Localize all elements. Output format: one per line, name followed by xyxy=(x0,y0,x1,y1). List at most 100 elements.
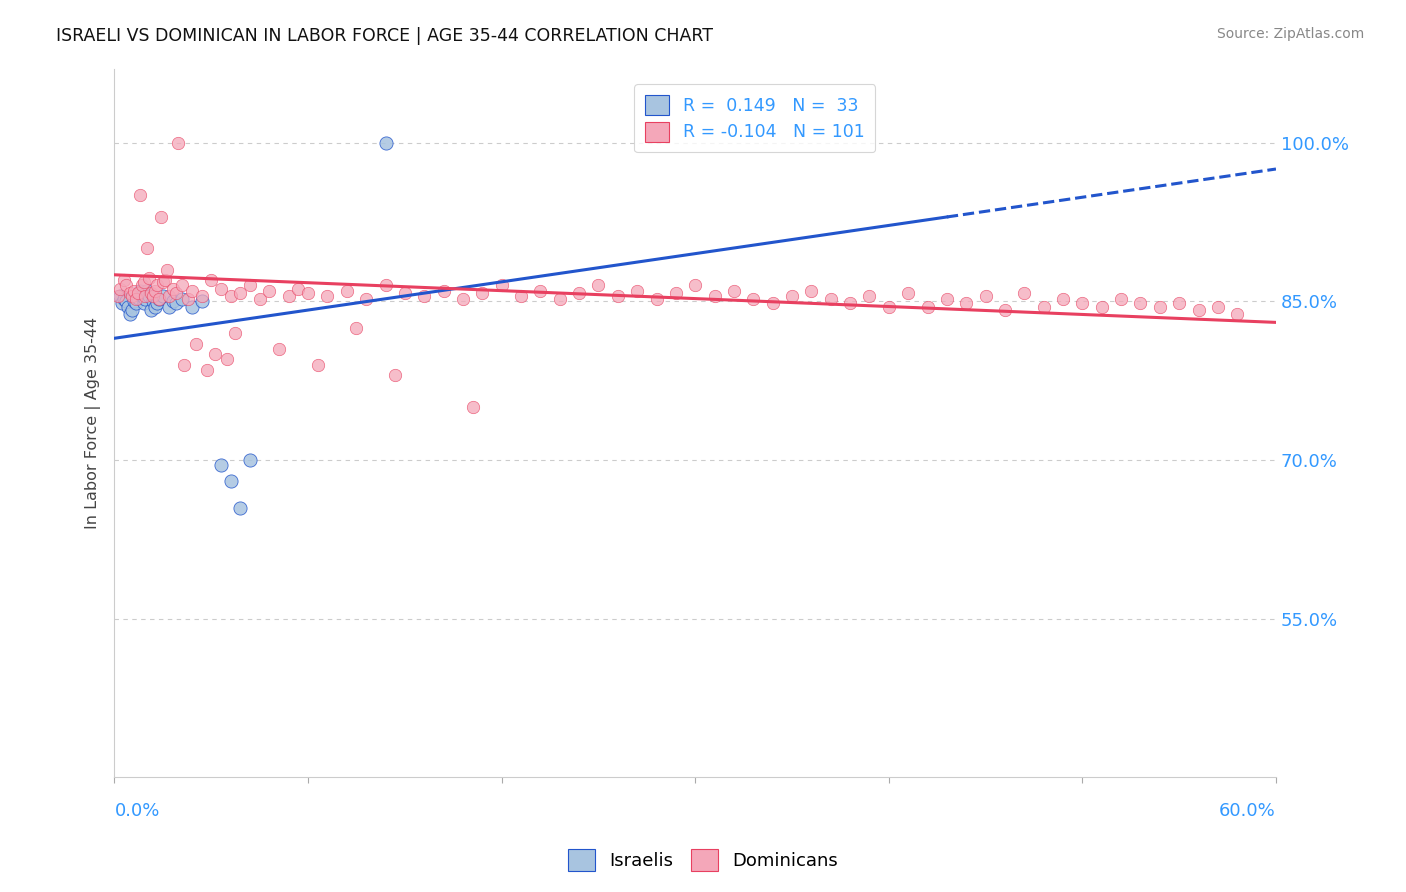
Point xyxy=(181,284,204,298)
Point xyxy=(471,285,494,300)
Point xyxy=(209,281,232,295)
Point xyxy=(190,294,212,309)
Point xyxy=(384,368,406,383)
Point xyxy=(249,292,271,306)
Point xyxy=(762,296,785,310)
Point xyxy=(307,358,329,372)
Point xyxy=(127,291,149,305)
Point xyxy=(173,358,195,372)
Point xyxy=(287,281,309,295)
Point xyxy=(172,292,194,306)
Text: ISRAELI VS DOMINICAN IN LABOR FORCE | AGE 35-44 CORRELATION CHART: ISRAELI VS DOMINICAN IN LABOR FORCE | AG… xyxy=(56,27,713,45)
Point xyxy=(259,284,281,298)
Point xyxy=(974,289,997,303)
Text: 60.0%: 60.0% xyxy=(1219,802,1277,821)
Point xyxy=(117,300,139,314)
Point xyxy=(172,278,194,293)
Point xyxy=(1187,302,1209,317)
Point xyxy=(219,289,242,303)
Legend: R =  0.149   N =  33, R = -0.104   N = 101: R = 0.149 N = 33, R = -0.104 N = 101 xyxy=(634,84,875,153)
Point xyxy=(346,320,368,334)
Point xyxy=(209,458,232,473)
Point xyxy=(1226,307,1249,321)
Point xyxy=(132,296,155,310)
Point xyxy=(267,342,290,356)
Point xyxy=(115,294,138,309)
Point xyxy=(1032,300,1054,314)
Point xyxy=(1052,292,1074,306)
Point xyxy=(374,136,396,150)
Point xyxy=(152,289,174,303)
Point xyxy=(1168,296,1191,310)
Point xyxy=(800,284,823,298)
Point xyxy=(994,302,1017,317)
Point xyxy=(703,289,725,303)
Point xyxy=(588,278,610,293)
Point xyxy=(143,300,166,314)
Point xyxy=(665,285,688,300)
Point xyxy=(146,278,169,293)
Point xyxy=(127,285,149,300)
Point xyxy=(877,300,900,314)
Point xyxy=(683,278,706,293)
Point xyxy=(839,296,862,310)
Point xyxy=(165,285,187,300)
Point xyxy=(122,294,145,309)
Point xyxy=(297,285,319,300)
Point xyxy=(138,289,160,303)
Point xyxy=(121,289,143,303)
Point xyxy=(181,300,204,314)
Point xyxy=(112,273,135,287)
Point xyxy=(122,284,145,298)
Point xyxy=(229,500,252,515)
Point xyxy=(165,296,187,310)
Point xyxy=(413,289,436,303)
Point xyxy=(146,296,169,310)
Text: Source: ZipAtlas.com: Source: ZipAtlas.com xyxy=(1216,27,1364,41)
Point xyxy=(125,292,148,306)
Point xyxy=(190,289,212,303)
Point xyxy=(136,241,159,255)
Point xyxy=(432,284,454,298)
Point xyxy=(935,292,957,306)
Text: 0.0%: 0.0% xyxy=(114,802,160,821)
Point xyxy=(229,285,252,300)
Point xyxy=(142,294,165,309)
Point xyxy=(148,292,170,306)
Point xyxy=(115,278,138,293)
Point xyxy=(461,400,484,414)
Point xyxy=(858,289,880,303)
Point xyxy=(162,281,184,295)
Point xyxy=(491,278,513,293)
Point xyxy=(451,292,474,306)
Y-axis label: In Labor Force | Age 35-44: In Labor Force | Age 35-44 xyxy=(86,317,101,529)
Point xyxy=(529,284,551,298)
Point xyxy=(742,292,765,306)
Point xyxy=(142,289,165,303)
Point xyxy=(136,284,159,298)
Point xyxy=(200,273,222,287)
Point xyxy=(184,336,207,351)
Point xyxy=(626,284,648,298)
Point xyxy=(128,284,150,298)
Point xyxy=(316,289,339,303)
Point xyxy=(897,285,920,300)
Point xyxy=(1014,285,1036,300)
Point xyxy=(1206,300,1229,314)
Point xyxy=(1149,300,1171,314)
Point xyxy=(215,352,238,367)
Point xyxy=(157,300,180,314)
Point xyxy=(107,289,129,303)
Point xyxy=(143,284,166,298)
Point xyxy=(955,296,977,310)
Point xyxy=(354,292,377,306)
Point xyxy=(118,307,141,321)
Point xyxy=(1129,296,1152,310)
Point xyxy=(110,289,132,303)
Point xyxy=(131,289,153,303)
Point xyxy=(125,296,148,310)
Point xyxy=(112,292,135,306)
Point xyxy=(162,294,184,309)
Point xyxy=(149,210,172,224)
Point xyxy=(134,292,156,306)
